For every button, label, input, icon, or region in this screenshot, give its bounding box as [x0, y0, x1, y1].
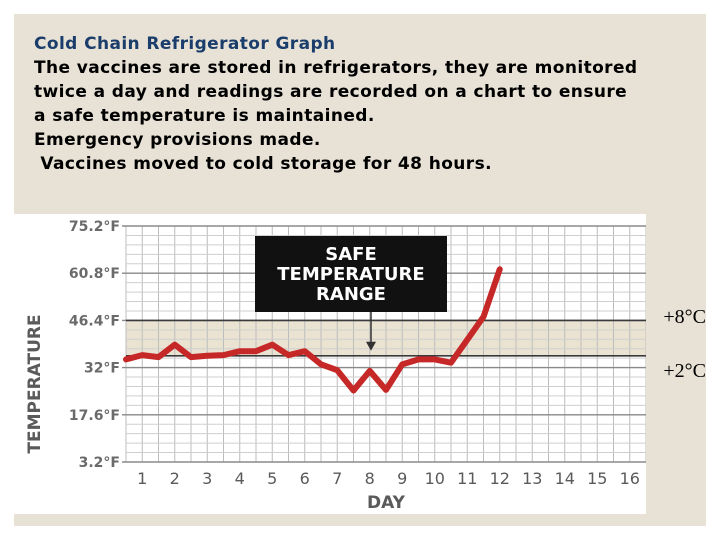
y-tick-label: 17.6°F — [69, 408, 120, 424]
x-tick-label: 11 — [457, 469, 477, 488]
x-tick-label: 3 — [202, 469, 212, 488]
x-tick-label: 9 — [397, 469, 407, 488]
heading-line-2: twice a day and readings are recorded on… — [34, 82, 628, 102]
celsius-label-lower: +2°C — [663, 360, 706, 382]
heading-line-4: Emergency provisions made. — [34, 130, 321, 150]
annotation-text-line: SAFE — [325, 244, 377, 265]
x-tick-label: 10 — [425, 469, 445, 488]
annotation-text-line: RANGE — [316, 284, 386, 305]
heading-text: Cold Chain Refrigerator Graph The vaccin… — [34, 32, 694, 176]
x-axis-label: DAY — [367, 493, 406, 513]
y-tick-label: 60.8°F — [69, 266, 120, 282]
x-tick-label: 15 — [587, 469, 607, 488]
y-tick-label: 46.4°F — [69, 313, 120, 329]
x-tick-label: 8 — [365, 469, 375, 488]
x-tick-label: 2 — [170, 469, 180, 488]
heading-line-5: Vaccines moved to cold storage for 48 ho… — [34, 154, 492, 174]
annotation-text-line: TEMPERATURE — [277, 264, 424, 285]
x-tick-label: 5 — [267, 469, 277, 488]
temperature-chart: 3.2°F17.6°F32°F46.4°F60.8°F75.2°F1 2 3 4 5 6 7… — [25, 219, 647, 513]
x-tick-label: 7 — [332, 469, 342, 488]
y-tick-label: 75.2°F — [69, 219, 120, 235]
heading-line-3: a safe temperature is maintained. — [34, 106, 375, 126]
x-tick-label: 12 — [490, 469, 510, 488]
celsius-label-upper: +8°C — [663, 306, 706, 328]
x-tick-label: 4 — [235, 469, 245, 488]
y-axis-label: TEMPERATURE — [25, 314, 45, 453]
y-tick-label: 32°F — [84, 361, 120, 377]
heading-title: Cold Chain Refrigerator Graph — [34, 34, 336, 54]
heading-line-1: The vaccines are stored in refrigerators… — [34, 58, 638, 78]
temperature-series-line — [123, 266, 503, 394]
x-tick-label: 14 — [555, 469, 575, 488]
y-tick-label: 3.2°F — [79, 455, 120, 471]
annotation-box — [255, 236, 447, 312]
x-tick-label: 16 — [620, 469, 640, 488]
annotation-arrow-head — [366, 341, 376, 351]
x-tick-label: 1 — [137, 469, 147, 488]
x-tick-label: 13 — [522, 469, 542, 488]
x-tick-label: 6 — [300, 469, 310, 488]
chart-panel: 3.2°F 17.6°F 32°F 46.4°F 60.8°F 75.2°F 1 2 3 4 5 6 7… — [14, 214, 647, 514]
